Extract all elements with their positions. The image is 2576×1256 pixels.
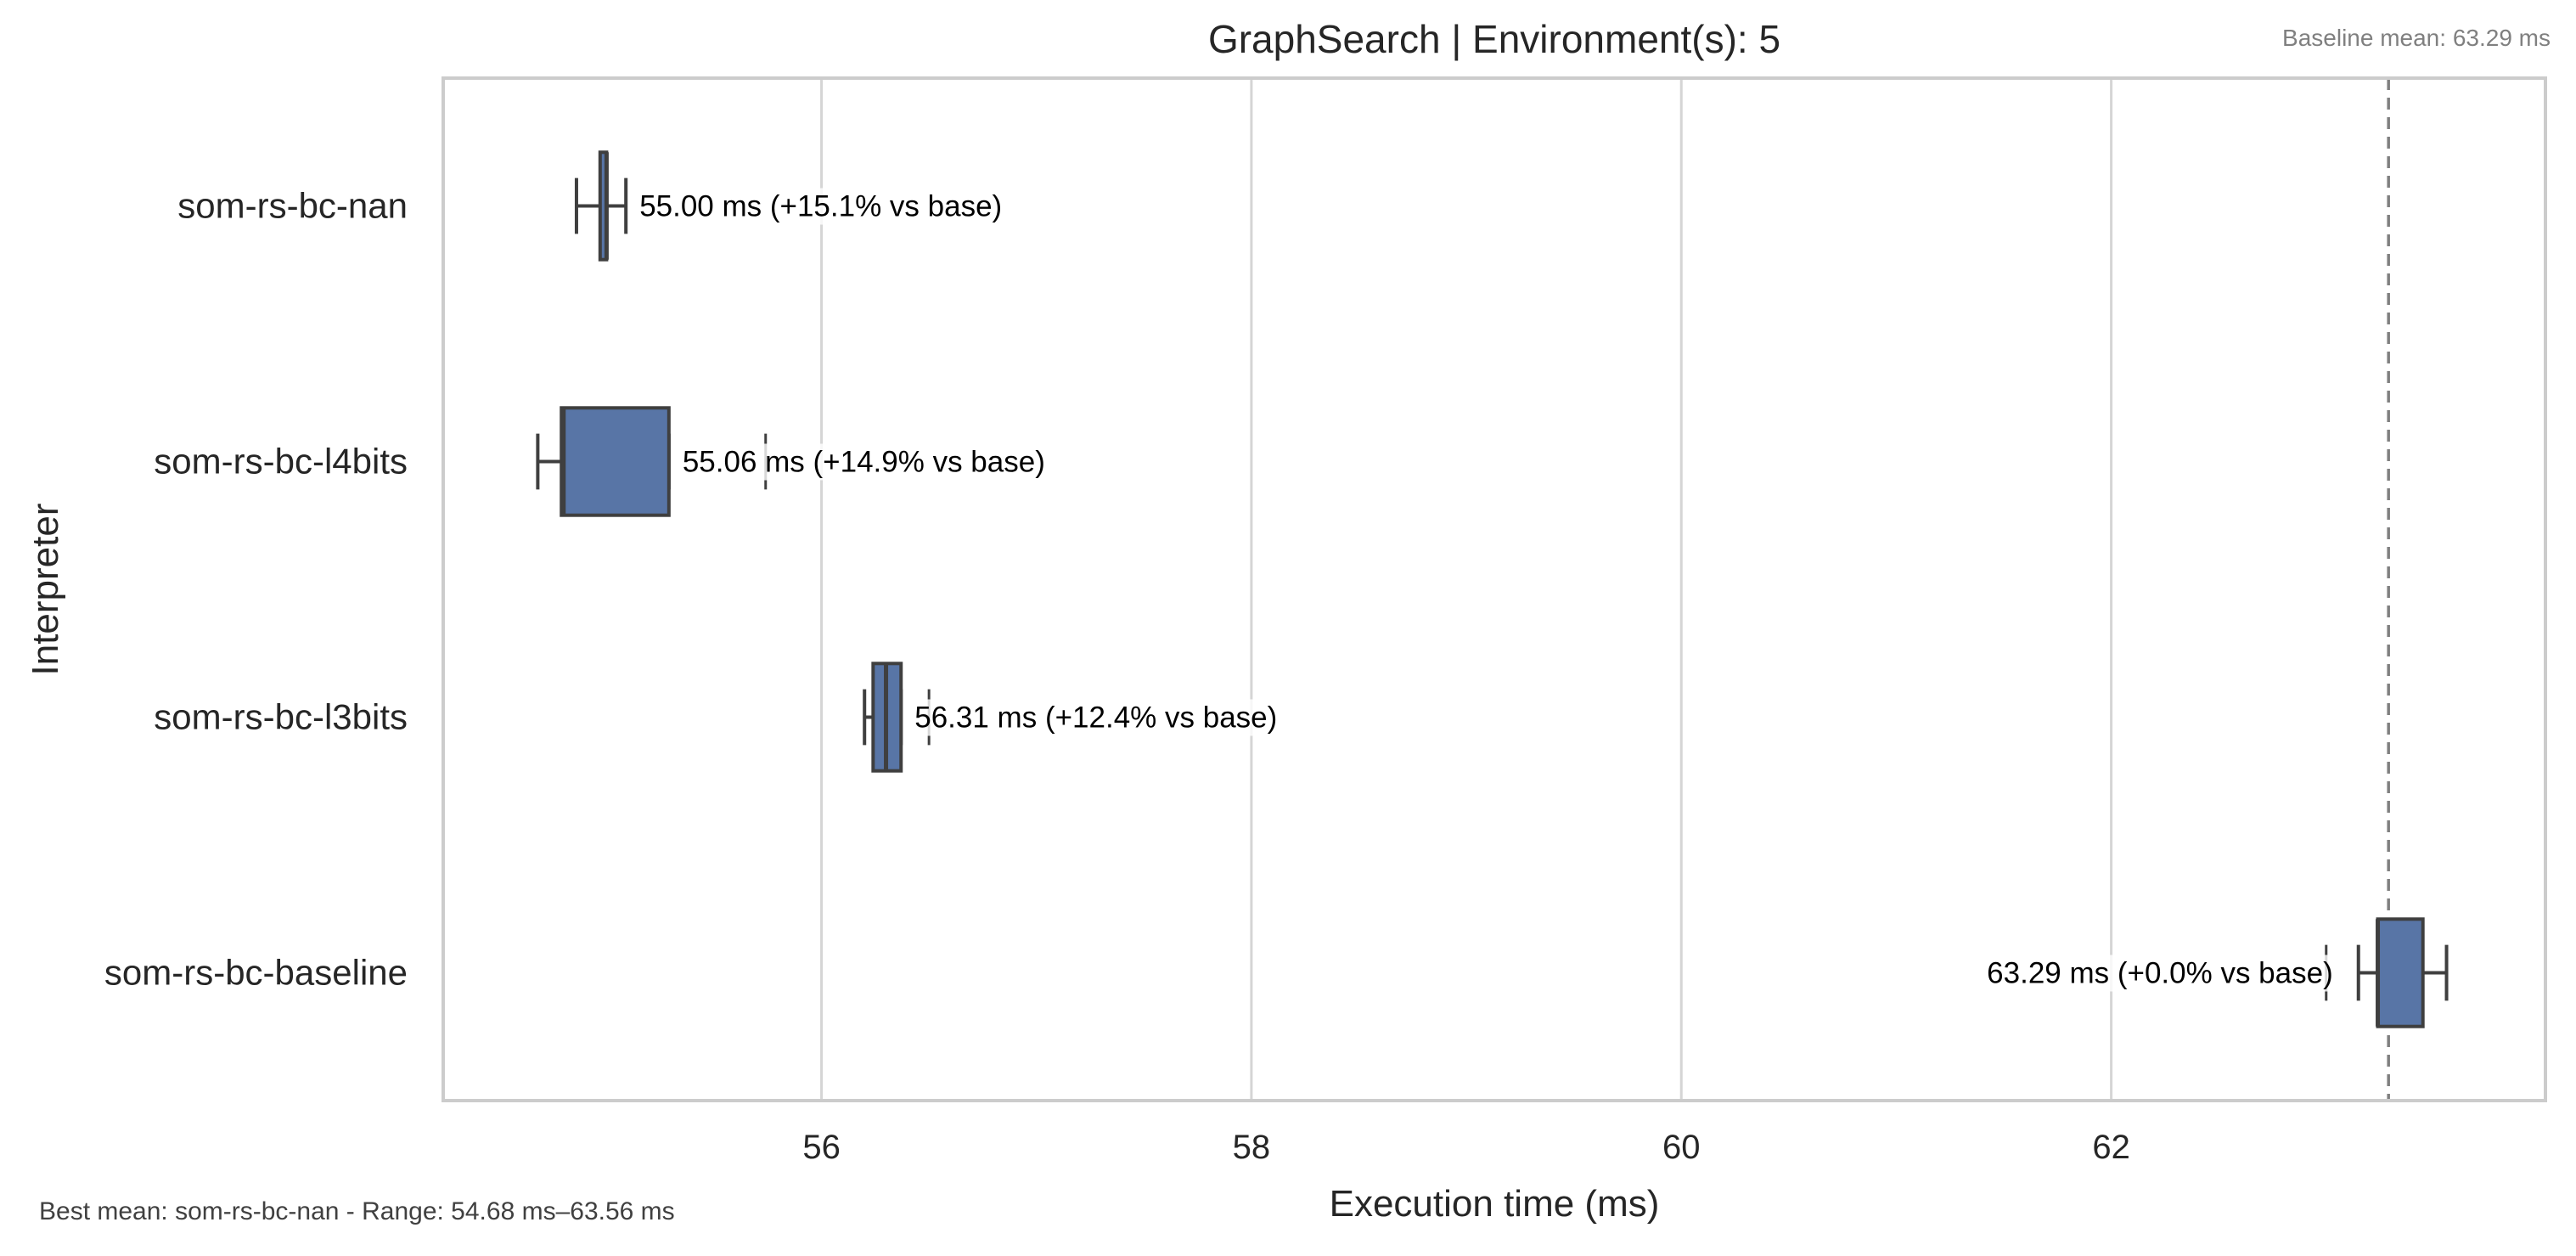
footer-note: Best mean: som-rs-bc-nan - Range: 54.68 … [39,1197,675,1225]
y-tick-label: som-rs-bc-l4bits [154,442,408,482]
y-axis-title: Interpreter [25,504,66,676]
annotation-layer: 55.00 ms (+15.1% vs base) 55.06 ms (+14.9… [636,188,2337,992]
x-axis-title: Execution time (ms) [1330,1183,1660,1225]
baseline-label: Baseline mean: 63.29 ms [2282,25,2551,51]
box-group-som-rs-bc-l3bits [863,662,931,773]
chart-title: GraphSearch | Environment(s): 5 [1208,17,1780,61]
box-iqr [2376,917,2425,1028]
annotation-background [1983,955,2337,992]
mean-annotation: 55.00 ms (+15.1% vs base) [639,190,1002,223]
y-tick-label: som-rs-bc-baseline [104,953,408,993]
box-group-som-rs-bc-baseline [2325,917,2449,1028]
tick-layer: 56 58 60 62 som-rs-bc-nan som-rs-bc-l4bits som… [104,186,2130,1167]
annotation-background [678,443,1049,481]
box-layer [536,150,2449,1028]
y-tick-label: som-rs-bc-nan [177,186,408,226]
annotation-background [911,699,1281,736]
y-tick-label: som-rs-bc-l3bits [154,697,408,737]
x-tick-label: 56 [802,1129,841,1166]
x-tick-label: 58 [1233,1129,1271,1166]
plot-frame [442,76,2547,1102]
mean-annotation: 55.06 ms (+14.9% vs base) [683,446,1045,479]
mean-annotation: 56.31 ms (+12.4% vs base) [914,701,1277,735]
mean-annotation: 63.29 ms (+0.0% vs base) [1987,957,2333,990]
annotation-background [636,188,1006,225]
box-group-som-rs-bc-nan [574,150,628,262]
grid-layer [820,78,2113,1101]
x-tick-label: 60 [1662,1129,1701,1166]
box-group-som-rs-bc-l4bits [536,406,768,517]
x-tick-label: 62 [2092,1129,2130,1166]
box-iqr [560,406,671,517]
label-layer: GraphSearch | Environment(s): 5 Baseline… [25,17,2551,1225]
